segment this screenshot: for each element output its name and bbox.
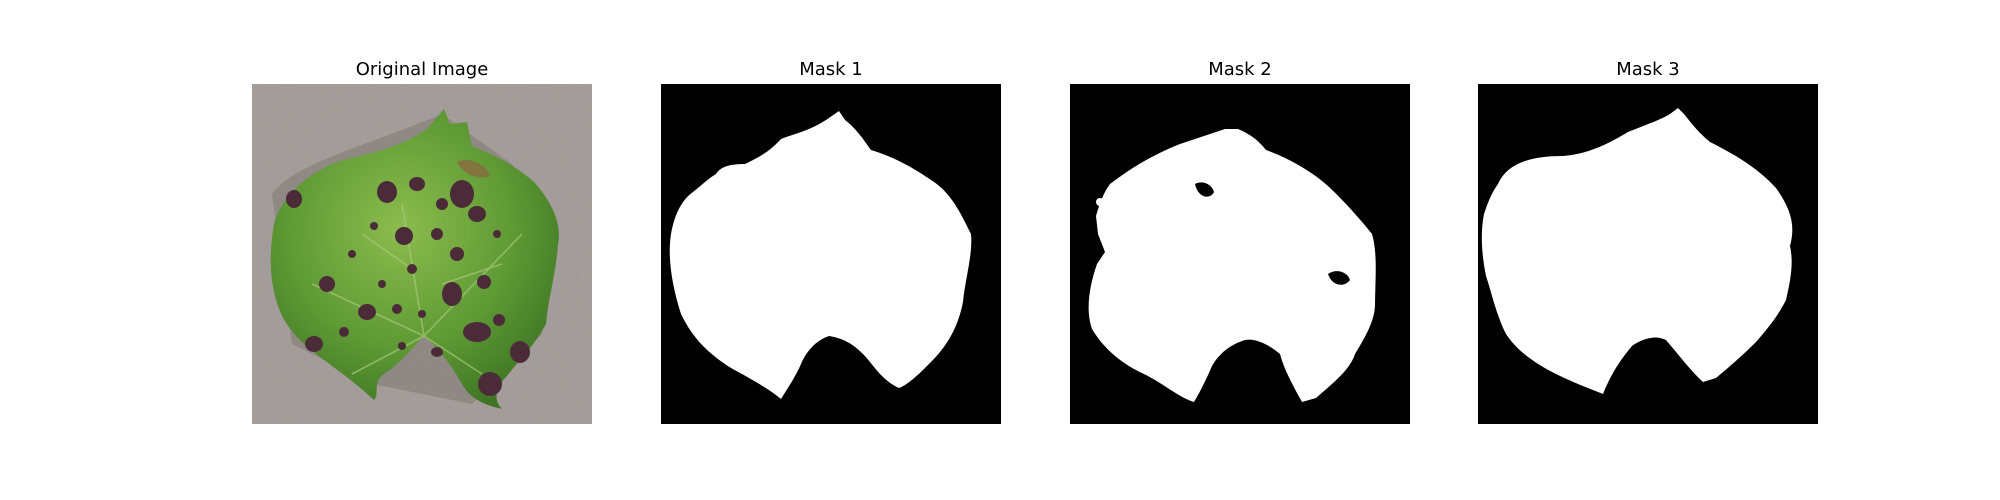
- original-image: [252, 84, 592, 424]
- mask-2-region: [1088, 129, 1376, 402]
- mask-3-region: [1481, 108, 1793, 394]
- panel-title-original: Original Image: [355, 59, 489, 80]
- mask-1-svg: [661, 84, 1001, 424]
- mask-2-image: [1070, 84, 1410, 424]
- mask-3-svg: [1478, 84, 1818, 424]
- panel-title-mask-3: Mask 3: [1616, 59, 1680, 80]
- panel-title-mask-2: Mask 2: [1208, 59, 1272, 80]
- mask-1-region: [669, 111, 972, 399]
- mask-1-image: [661, 84, 1001, 424]
- lesion-spots: [286, 177, 530, 396]
- mask-3-image: [1478, 84, 1818, 424]
- mask-2-svg: [1070, 84, 1410, 424]
- panel-title-mask-1: Mask 1: [799, 59, 863, 80]
- leaf-photo: [252, 84, 592, 424]
